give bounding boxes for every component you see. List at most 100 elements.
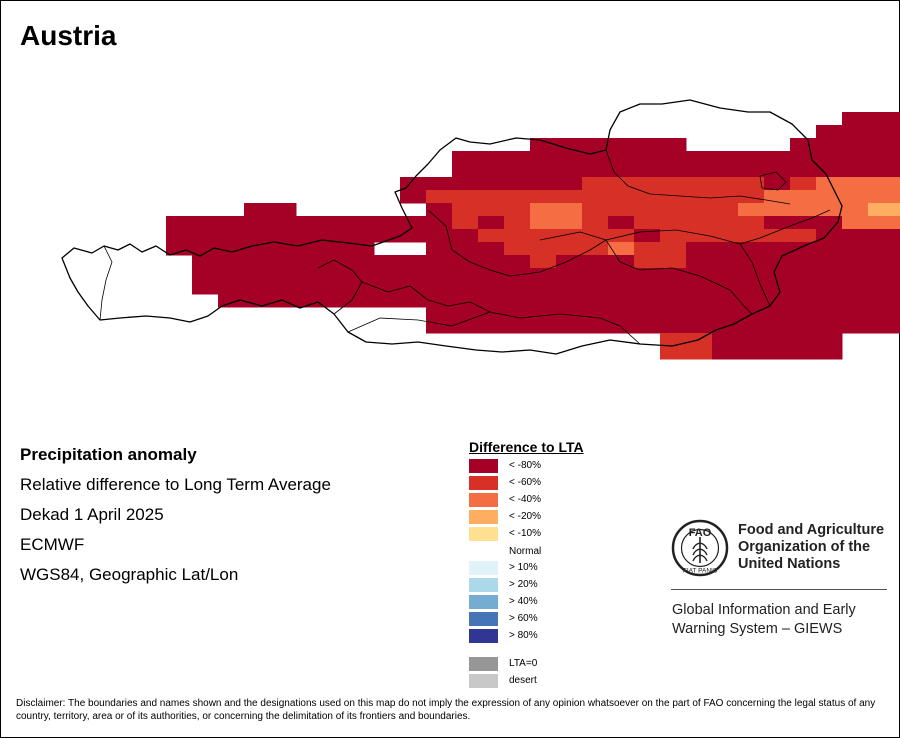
- anomaly-cell: [530, 281, 557, 295]
- anomaly-cell: [478, 151, 505, 165]
- anomaly-cell: [270, 242, 297, 256]
- map-description: Relative difference to Long Term Average: [20, 475, 331, 494]
- state-border-vorarlberg: [99, 245, 113, 321]
- anomaly-cell: [868, 112, 895, 126]
- anomaly-cell: [660, 177, 687, 191]
- fao-logo: FAO FIAT PANIS: [671, 519, 729, 577]
- legend-swatch: [469, 527, 498, 541]
- anomaly-cell: [816, 216, 843, 230]
- anomaly-cell: [764, 307, 791, 321]
- anomaly-cell: [426, 307, 453, 321]
- anomaly-cell: [764, 190, 791, 204]
- anomaly-cell: [712, 203, 739, 217]
- anomaly-cell: [712, 216, 739, 230]
- anomaly-cell: [686, 216, 713, 230]
- anomaly-cell: [530, 164, 557, 178]
- anomaly-cell: [738, 164, 765, 178]
- anomaly-cell: [556, 138, 583, 152]
- anomaly-cell: [894, 307, 900, 321]
- anomaly-cell: [374, 294, 401, 308]
- anomaly-cell: [244, 255, 271, 269]
- anomaly-cell: [712, 242, 739, 256]
- anomaly-cell: [868, 320, 895, 334]
- anomaly-cell: [712, 164, 739, 178]
- anomaly-cell: [738, 281, 765, 295]
- anomaly-cell: [556, 242, 583, 256]
- anomaly-cell: [582, 151, 609, 165]
- anomaly-cell: [400, 268, 427, 282]
- organization-divider: [671, 589, 887, 590]
- anomaly-cell: [504, 203, 531, 217]
- anomaly-cell: [244, 281, 271, 295]
- anomaly-cell: [374, 255, 401, 269]
- anomaly-cell: [738, 190, 765, 204]
- anomaly-cell: [712, 229, 739, 243]
- anomaly-cell: [686, 151, 713, 165]
- anomaly-cell: [478, 242, 505, 256]
- anomaly-cell: [660, 307, 687, 321]
- anomaly-cell: [660, 229, 687, 243]
- anomaly-cell: [894, 151, 900, 165]
- anomaly-cell: [816, 164, 843, 178]
- anomaly-cell: [738, 177, 765, 191]
- anomaly-cell: [894, 268, 900, 282]
- anomaly-cell: [894, 294, 900, 308]
- anomaly-cell: [504, 190, 531, 204]
- anomaly-cell: [842, 125, 869, 139]
- state-border-salzburg: [361, 281, 491, 313]
- anomaly-cell: [426, 294, 453, 308]
- anomaly-cell: [192, 229, 219, 243]
- anomaly-cell: [634, 281, 661, 295]
- anomaly-cell: [790, 164, 817, 178]
- anomaly-cell: [868, 281, 895, 295]
- anomaly-cell: [712, 255, 739, 269]
- anomaly-cell: [868, 255, 895, 269]
- anomaly-cell: [192, 281, 219, 295]
- anomaly-cell: [530, 229, 557, 243]
- anomaly-cell: [426, 216, 453, 230]
- anomaly-cell: [400, 229, 427, 243]
- legend-label: > 20%: [509, 579, 538, 590]
- legend-swatch: [469, 459, 498, 473]
- organization-name: Food and Agriculture Organization of the…: [738, 522, 884, 573]
- anomaly-cell: [842, 151, 869, 165]
- anomaly-cell: [218, 255, 245, 269]
- anomaly-cell: [894, 164, 900, 178]
- anomaly-cell: [790, 255, 817, 269]
- anomaly-cell: [426, 268, 453, 282]
- anomaly-cell: [816, 268, 843, 282]
- anomaly-cell: [608, 190, 635, 204]
- anomaly-cell: [764, 203, 791, 217]
- anomaly-cell: [166, 216, 193, 230]
- anomaly-cell: [842, 281, 869, 295]
- map-source: ECMWF: [20, 535, 85, 554]
- anomaly-cell: [764, 281, 791, 295]
- anomaly-cell: [582, 138, 609, 152]
- anomaly-cell: [530, 294, 557, 308]
- legend-swatch: [469, 493, 498, 507]
- anomaly-cell: [582, 203, 609, 217]
- anomaly-cell: [504, 151, 531, 165]
- anomaly-cell: [452, 320, 479, 334]
- anomaly-cell: [842, 255, 869, 269]
- anomaly-cell: [686, 229, 713, 243]
- anomaly-cell: [244, 242, 271, 256]
- anomaly-cell: [192, 216, 219, 230]
- anomaly-cell: [244, 203, 271, 217]
- anomaly-cell: [478, 255, 505, 269]
- anomaly-cell: [556, 164, 583, 178]
- map-period: Dekad 1 April 2025: [20, 505, 164, 524]
- anomaly-cell: [322, 216, 349, 230]
- anomaly-cell: [660, 333, 687, 347]
- anomaly-cell: [426, 242, 453, 256]
- state-border-upper-austria: [427, 209, 607, 277]
- anomaly-cell: [452, 242, 479, 256]
- anomaly-cell: [296, 255, 323, 269]
- anomaly-cell: [296, 268, 323, 282]
- anomaly-cell: [686, 164, 713, 178]
- anomaly-cell: [478, 320, 505, 334]
- anomaly-cell: [244, 216, 271, 230]
- anomaly-cell: [348, 294, 375, 308]
- anomaly-cell: [582, 164, 609, 178]
- legend-swatch: [469, 629, 498, 643]
